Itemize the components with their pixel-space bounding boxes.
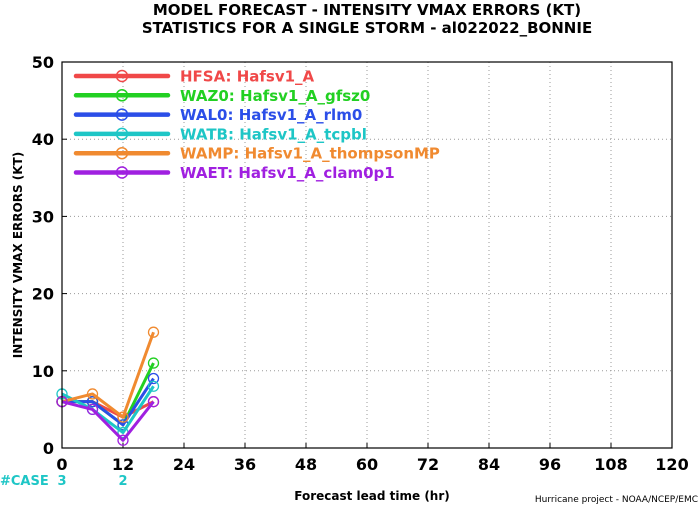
data-point: [86, 388, 99, 400]
x-tick-label: 72: [417, 455, 439, 474]
y-tick-label: 10: [32, 362, 54, 381]
data-point: [147, 372, 160, 385]
data-point: [117, 411, 129, 423]
legend-label: WAMP: Hafsv1_A_thompsonMP: [180, 145, 440, 163]
x-axis-label: Forecast lead time (hr): [294, 489, 450, 503]
data-point: [86, 403, 99, 416]
series-line: [61, 331, 155, 419]
y-tick-label: 50: [32, 53, 54, 72]
legend-label: WAZ0: Hafsv1_A_gfsz0: [180, 87, 370, 105]
legend-marker: [115, 146, 129, 160]
x-tick-label: 36: [234, 455, 256, 474]
legend-marker: [115, 166, 129, 179]
series-line: [61, 400, 155, 442]
legend-marker: [115, 89, 129, 102]
x-tick-label: 48: [295, 455, 317, 474]
series-line: [61, 385, 155, 435]
case-count: 3: [57, 474, 66, 489]
y-tick-label: 20: [32, 285, 54, 304]
y-axis-label: INTENSITY VMAX ERRORS (KT): [11, 152, 25, 358]
x-tick-label: 108: [594, 455, 627, 474]
legend-marker: [115, 108, 129, 121]
y-tick-label: 30: [32, 207, 54, 226]
case-counts: #CASE 3 2: [0, 474, 128, 489]
data-point: [117, 434, 129, 446]
data-point: [86, 396, 99, 408]
data-point: [147, 380, 160, 392]
chart-subtitle: STATISTICS FOR A SINGLE STORM - al022022…: [142, 19, 592, 37]
case-label: #CASE: [0, 474, 49, 489]
x-tick-label: 60: [356, 455, 378, 474]
data-point: [147, 357, 160, 369]
legend-label: WAL0: Hafsv1_A_rlm0: [180, 106, 362, 124]
credit-text: Hurricane project - NOAA/NCEP/EMC: [535, 495, 698, 505]
data-point: [147, 326, 160, 338]
data-point: [147, 396, 160, 408]
chart-title: MODEL FORECAST - INTENSITY VMAX ERRORS (…: [153, 1, 581, 19]
case-count: 2: [118, 474, 127, 489]
legend-label: HFSA: Hafsv1_A: [180, 68, 315, 86]
legend-marker: [115, 127, 129, 141]
x-tick-label: 24: [173, 455, 195, 474]
grid: [62, 62, 672, 448]
legend-label: WAET: Hafsv1_A_clam0p1: [180, 164, 395, 182]
legend-marker: [115, 69, 129, 83]
series-group: [56, 326, 160, 446]
x-tick-label: 96: [539, 455, 561, 474]
y-tick-label: 0: [43, 439, 54, 458]
legend-label: WATB: Hafsv1_A_tcpbl: [180, 125, 367, 143]
y-tick-label: 40: [32, 130, 54, 149]
x-tick-label: 0: [56, 455, 67, 474]
x-tick-label: 12: [112, 455, 134, 474]
x-tick-label: 84: [478, 455, 500, 474]
plot-frame: [61, 61, 673, 449]
x-tick-label: 120: [655, 455, 688, 474]
axis-ticks: 0 12 24 36 48 60 72 84 96 108 120 0 10 20 30 40 50: [32, 53, 689, 474]
